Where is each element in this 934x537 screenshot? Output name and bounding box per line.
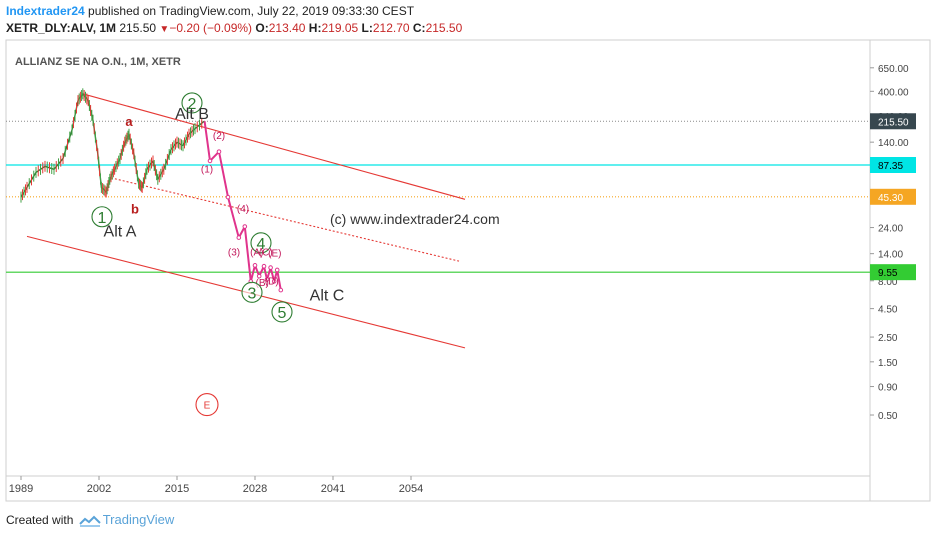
wave-point bbox=[274, 267, 280, 273]
username-link[interactable]: Indextrader24 bbox=[6, 4, 85, 18]
wave-point bbox=[261, 263, 267, 269]
wave-letter: a bbox=[125, 114, 133, 129]
watermark: (c) www.indextrader24.com bbox=[330, 211, 500, 227]
tradingview-brand[interactable]: TradingView bbox=[102, 512, 175, 527]
y-tick-label: 400.00 bbox=[878, 87, 909, 98]
wave-point bbox=[225, 194, 231, 200]
subwave-label: (A) bbox=[250, 247, 263, 258]
subwave-label: (C) bbox=[259, 247, 273, 258]
close-label: C: bbox=[412, 21, 426, 35]
published-text: published on TradingView.com, July 22, 2… bbox=[84, 4, 415, 18]
subwave-label: (B) bbox=[256, 278, 269, 289]
publish-line: Indextrader24 published on TradingView.c… bbox=[6, 4, 414, 18]
created-with-text: Created with bbox=[6, 513, 74, 527]
y-tick-label: 24.00 bbox=[878, 224, 903, 235]
price-badge bbox=[870, 113, 916, 130]
y-tick-label: 650.00 bbox=[878, 64, 909, 75]
subwave-label: (E) bbox=[268, 249, 281, 260]
last-price: 215.50 bbox=[119, 21, 157, 35]
wave-count-circle bbox=[271, 301, 293, 323]
wave-point bbox=[268, 265, 273, 270]
wave-letter: b bbox=[131, 202, 139, 217]
tradingview-logo-icon bbox=[79, 515, 101, 527]
y-tick-label: 1.50 bbox=[878, 358, 898, 369]
symbol-text: XETR_DLY:ALV, 1M bbox=[6, 21, 117, 35]
alt-label: Alt A bbox=[104, 223, 137, 240]
open-label: O: bbox=[255, 21, 269, 35]
y-tick-label: 8.00 bbox=[878, 277, 898, 288]
subwave-label: (3) bbox=[228, 247, 240, 258]
subwave-label: (1) bbox=[201, 164, 213, 175]
wave-point bbox=[264, 277, 270, 282]
wave-count-circle bbox=[181, 92, 203, 114]
x-tick-label: 2002 bbox=[87, 483, 111, 495]
wave-count-circle bbox=[195, 393, 219, 417]
high-value: 219.05 bbox=[321, 21, 359, 35]
wave-point bbox=[216, 149, 222, 154]
price-badge-label: 9.55 bbox=[878, 268, 898, 279]
y-tick-label: 4.50 bbox=[878, 305, 898, 316]
alt-label: Alt B bbox=[175, 106, 209, 123]
wave-point bbox=[278, 287, 284, 293]
down-triangle-icon: ▼ bbox=[159, 24, 170, 35]
x-tick-label: 2028 bbox=[243, 483, 267, 495]
open-value: 213.40 bbox=[268, 21, 306, 35]
low-value: 212.70 bbox=[372, 21, 410, 35]
wave-count-circle bbox=[91, 206, 113, 228]
x-tick-label: 2041 bbox=[321, 483, 345, 495]
y-tick-label: 0.50 bbox=[878, 411, 898, 422]
price-badge bbox=[870, 264, 916, 281]
subwave-label: (4) bbox=[237, 204, 249, 215]
price-badge-label: 215.50 bbox=[878, 117, 909, 128]
y-tick-label: 14.00 bbox=[878, 250, 903, 261]
price-badge-label: 45.30 bbox=[878, 193, 903, 204]
footer: Created with TradingView bbox=[6, 512, 174, 527]
low-label: L: bbox=[361, 21, 373, 35]
price-badge bbox=[870, 188, 916, 205]
x-tick-label: 2015 bbox=[165, 483, 189, 495]
high-label: H: bbox=[308, 21, 322, 35]
price-change: −0.20 (−0.09%) bbox=[169, 21, 253, 35]
x-tick-label: 2054 bbox=[399, 483, 423, 495]
wave-point bbox=[271, 279, 277, 284]
wave-count-label: E bbox=[204, 401, 211, 412]
y-tick-label: 140.00 bbox=[878, 138, 909, 149]
channel-line bbox=[82, 93, 466, 200]
wave-count-circle bbox=[250, 232, 272, 254]
price-badge-label: 87.35 bbox=[878, 161, 903, 172]
wave-count-label: 5 bbox=[278, 305, 287, 322]
wave-point bbox=[207, 158, 213, 164]
price-badge bbox=[870, 157, 916, 173]
wave-count-circle bbox=[241, 281, 263, 303]
subwave-label: (D) bbox=[265, 277, 279, 288]
close-value: 215.50 bbox=[425, 21, 463, 35]
wave-point bbox=[236, 235, 242, 240]
wave-count-label: 2 bbox=[188, 96, 197, 113]
chart-title: ALLIANZ SE NA O.N., 1M, XETR bbox=[15, 56, 181, 68]
wave-count-label: 4 bbox=[257, 236, 266, 253]
y-tick-label: 0.90 bbox=[878, 383, 898, 394]
subwave-label: (2) bbox=[213, 131, 225, 142]
wave-count-label: 3 bbox=[248, 285, 257, 302]
wave-point bbox=[252, 263, 258, 268]
alt-label: Alt C bbox=[310, 288, 345, 305]
symbol-line: XETR_DLY:ALV, 1M 215.50 ▼−0.20 (−0.09%) … bbox=[6, 21, 462, 35]
x-tick-label: 1989 bbox=[9, 483, 33, 495]
y-tick-label: 2.50 bbox=[878, 333, 898, 344]
wave-point bbox=[242, 224, 248, 229]
wave-count-label: 1 bbox=[98, 210, 107, 227]
wave-point bbox=[256, 273, 262, 279]
